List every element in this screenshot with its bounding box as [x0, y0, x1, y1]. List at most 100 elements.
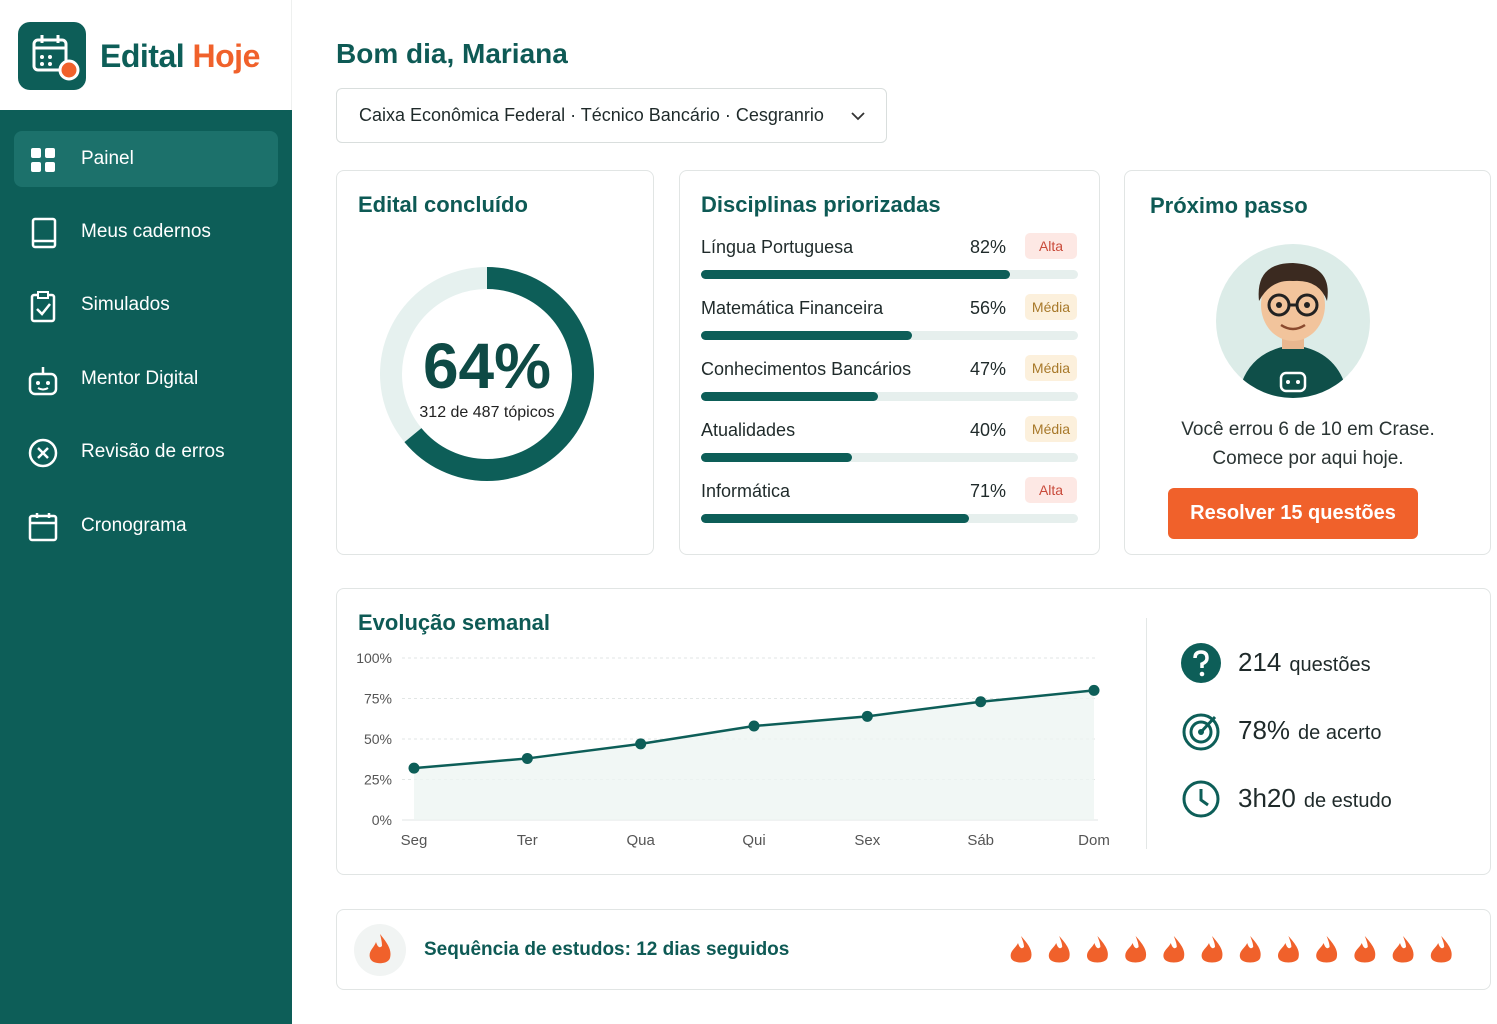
message: Você errou 6 de 10 em Crase. Comece por … — [1181, 419, 1435, 469]
discipline-name: Informática — [701, 481, 791, 501]
x-tick-label: Seg — [401, 832, 428, 849]
card-title: Disciplinas priorizadas — [701, 192, 941, 217]
progress-bar — [701, 392, 879, 401]
progress-track — [701, 392, 1078, 401]
nav-item[interactable]: Revisão de erros — [14, 424, 278, 480]
point — [861, 710, 873, 722]
progress-track — [701, 331, 1078, 340]
discipline-name: Atualidades — [701, 420, 796, 440]
discipline-percent: 71% — [969, 481, 1006, 501]
point — [975, 696, 987, 708]
y-tick-label: 50% — [364, 731, 392, 747]
nav-icon — [28, 513, 58, 542]
progress-bar — [701, 331, 913, 340]
nav-item[interactable]: Simulados — [14, 277, 278, 333]
flame — [1201, 936, 1223, 963]
flame — [1239, 936, 1261, 963]
brand-accent: Hoje — [192, 38, 261, 74]
donut-caption: 312 de 487 tópicos — [419, 404, 554, 421]
card-title: Próximo passo — [1150, 193, 1308, 218]
flame — [1316, 936, 1338, 963]
nav-label: Mentor Digital — [81, 368, 199, 389]
nav-icon — [31, 217, 57, 249]
nav-item[interactable]: Cronograma — [14, 498, 278, 554]
discipline-name: Conhecimentos Bancários — [701, 359, 912, 379]
stat: 214 questões — [1238, 647, 1371, 678]
nav-label: Cronograma — [81, 515, 187, 536]
stat-unit: de acerto — [1298, 722, 1382, 744]
point — [408, 762, 420, 774]
streak-icon — [354, 924, 406, 976]
action-button[interactable]: Resolver 15 questões — [1168, 488, 1418, 539]
brand-main: Edital — [100, 38, 185, 74]
nav-label: Meus cadernos — [81, 221, 211, 242]
x-tick-label: Sex — [854, 832, 880, 849]
streak-card: Sequência de estudos: 12 dias seguidos — [336, 909, 1491, 990]
donut-arc — [380, 267, 594, 481]
progress-bar — [701, 453, 852, 462]
stat-unit: de estudo — [1303, 790, 1392, 812]
progress-bar — [701, 270, 1011, 279]
priority-badge: Média — [1025, 416, 1077, 442]
logo-area: Edital Hoje — [0, 0, 292, 110]
discipline-percent: 40% — [969, 420, 1006, 440]
flame — [1392, 936, 1414, 963]
greeting: Bom dia, Mariana — [336, 38, 568, 69]
x-tick-label: Dom — [1078, 832, 1110, 849]
streak-text: Sequência de estudos: 12 dias seguidos — [424, 939, 789, 961]
x-tick-label: Ter — [517, 832, 538, 849]
x-tick-label: Qui — [742, 832, 765, 849]
logo-icon — [18, 22, 86, 90]
discipline-percent: 47% — [969, 359, 1006, 379]
nav-label: Revisão de erros — [81, 441, 225, 462]
stat: 78% de acerto — [1238, 715, 1381, 746]
point — [521, 752, 533, 764]
card-title: Evolução semanal — [358, 610, 550, 635]
stat-value: 78% — [1238, 715, 1291, 745]
x-tick-label: Sáb — [967, 832, 994, 849]
y-tick-label: 25% — [364, 772, 392, 788]
stat-icon — [1182, 780, 1220, 818]
flame — [1048, 936, 1070, 963]
flame — [1125, 936, 1147, 963]
discipline-percent: 56% — [969, 298, 1006, 318]
nav-item[interactable]: Meus cadernos — [14, 204, 278, 260]
nav-label: Painel — [81, 148, 134, 169]
divider — [1146, 618, 1147, 849]
nav-icon — [30, 291, 56, 323]
discipline-name: Língua Portuguesa — [701, 237, 854, 257]
flame — [1087, 936, 1108, 963]
stat-value: 3h20 — [1238, 783, 1296, 813]
stat-value: 214 — [1238, 647, 1282, 677]
progress-track — [701, 453, 1078, 462]
streak-label: Sequência de estudos: — [424, 939, 631, 960]
exam-select-text: Caixa Econômica Federal · Técnico Bancár… — [359, 105, 824, 125]
discipline-percent: 82% — [969, 237, 1006, 257]
priority-badge: Alta — [1025, 477, 1077, 503]
nav-label: Simulados — [81, 294, 170, 315]
point — [635, 738, 647, 750]
progress-bar — [701, 514, 969, 523]
chevron — [851, 112, 865, 121]
flame — [1010, 936, 1032, 963]
disciplines-card: Disciplinas priorizadas Língua Portugues… — [679, 170, 1100, 555]
progress-track — [701, 270, 1078, 279]
nav-icon — [28, 367, 58, 396]
exam-select[interactable]: Caixa Econômica Federal · Técnico Bancár… — [336, 88, 887, 143]
nav-item[interactable]: Mentor Digital — [14, 351, 278, 407]
stat-unit: questões — [1289, 654, 1371, 676]
nav-item[interactable]: Painel — [14, 131, 278, 187]
nav-icon — [31, 148, 55, 172]
completion-card: Edital concluído 64% 312 de 487 tópicos — [336, 170, 654, 555]
flame — [1430, 936, 1452, 963]
avatar — [1216, 244, 1370, 398]
priority-badge: Alta — [1025, 233, 1077, 259]
card-title: Edital concluído — [358, 192, 528, 217]
brand: Edital Hoje — [100, 38, 260, 75]
priority-badge: Média — [1025, 294, 1077, 320]
nav-icon — [28, 438, 58, 468]
y-tick-label: 0% — [372, 812, 392, 828]
line-chart: 0% 25% 50% 75% 100% Seg Ter Qua Qui Sex Sáb Dom — [356, 650, 1110, 849]
flame — [1163, 936, 1185, 963]
